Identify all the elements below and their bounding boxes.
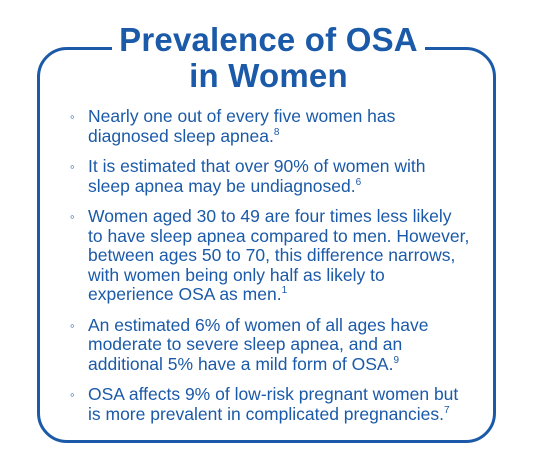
title-line-1: Prevalence of OSA [119,21,418,58]
citation-ref: 1 [281,285,288,297]
list-item: ◦ OSA affects 9% of low-risk pregnant wo… [70,384,470,424]
list-item: ◦ An estimated 6% of women of all ages h… [70,314,470,375]
list-item: ◦ Women aged 30 to 49 are four times les… [70,206,470,305]
citation-ref: 7 [444,404,450,416]
list-item-text: It is estimated that over 90% of women w… [88,156,426,196]
list-item-text: OSA affects 9% of low-risk pregnant wome… [88,384,459,424]
citation-ref: 8 [273,126,280,138]
list-item-text: Women aged 30 to 49 are four times less … [88,206,470,304]
list-item-text: Nearly one out of every five women has d… [88,106,396,146]
list-item: ◦ Nearly one out of every five women has… [70,106,470,146]
bullet-circle-icon: ◦ [70,109,75,124]
title-line-2: in Women [189,57,348,94]
citation-ref: 6 [355,176,362,188]
bullet-circle-icon: ◦ [70,209,75,224]
bullet-circle-icon: ◦ [70,387,75,402]
title-block: Prevalence of OSA in Women [112,22,425,94]
list-item-text: An estimated 6% of women of all ages hav… [88,314,429,374]
bullet-circle-icon: ◦ [70,317,75,333]
fact-list: ◦ Nearly one out of every five women has… [70,106,470,435]
bullet-circle-icon: ◦ [70,159,75,174]
citation-ref: 9 [393,354,399,366]
list-item: ◦ It is estimated that over 90% of women… [70,156,470,196]
